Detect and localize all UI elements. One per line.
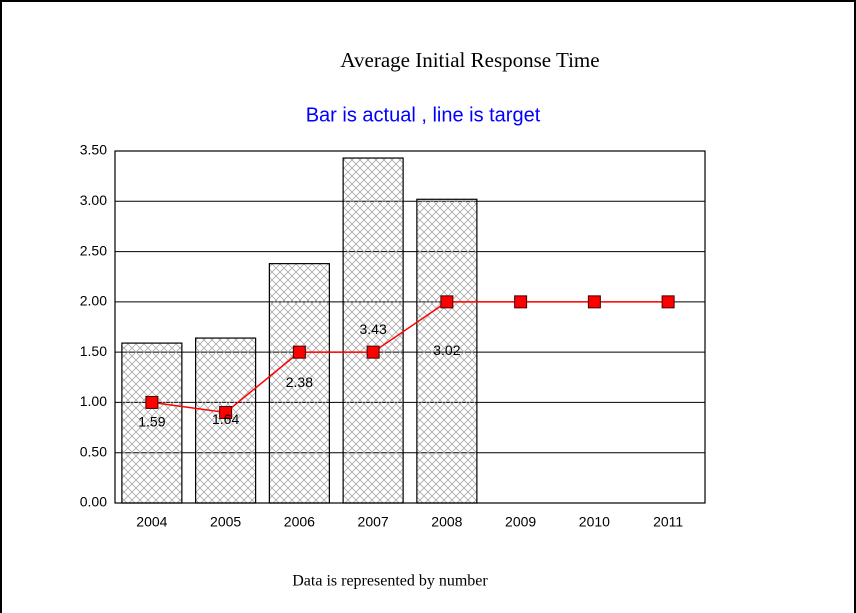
- marker: [514, 295, 528, 309]
- x-tick-label: 2007: [358, 514, 389, 530]
- target-line: [151, 301, 669, 414]
- y-tick-label: 3.50: [80, 142, 107, 158]
- marker: [440, 295, 454, 309]
- x-tick-label: 2010: [579, 514, 610, 530]
- bar: [121, 342, 183, 504]
- y-tick-label: 0.00: [80, 494, 107, 510]
- chart-title: Average Initial Response Time: [340, 48, 599, 72]
- y-tick-label: 2.00: [80, 293, 107, 309]
- y-tick-label: 1.50: [80, 343, 107, 359]
- x-tick-label: 2005: [210, 514, 241, 530]
- marker: [292, 345, 306, 359]
- bar: [342, 157, 404, 504]
- chart-subtitle: Bar is actual , line is target: [306, 104, 541, 126]
- x-tick-label: 2009: [505, 514, 536, 530]
- value-label: 1.64: [212, 411, 239, 427]
- footer: Data is represented by number: [292, 573, 488, 590]
- bar: [268, 263, 330, 504]
- marker: [219, 405, 233, 419]
- y-tick-label: 2.50: [80, 242, 107, 258]
- x-tick-label: 2011: [653, 514, 683, 530]
- x-tick-label: 2008: [431, 514, 462, 530]
- value-label: 1.59: [138, 414, 165, 430]
- value-label: 3.02: [433, 342, 460, 358]
- marker: [661, 295, 675, 309]
- y-tick-label: 1.00: [80, 393, 107, 409]
- bar: [195, 337, 257, 504]
- plot-border: [114, 150, 706, 504]
- marker: [145, 395, 159, 409]
- value-label: 3.43: [360, 321, 387, 337]
- marker: [366, 345, 380, 359]
- marker: [587, 295, 601, 309]
- y-tick-label: 3.00: [80, 192, 107, 208]
- x-tick-label: 2004: [136, 514, 167, 530]
- x-tick-label: 2006: [284, 514, 315, 530]
- y-tick-label: 0.50: [80, 443, 107, 459]
- value-label: 2.38: [286, 374, 313, 390]
